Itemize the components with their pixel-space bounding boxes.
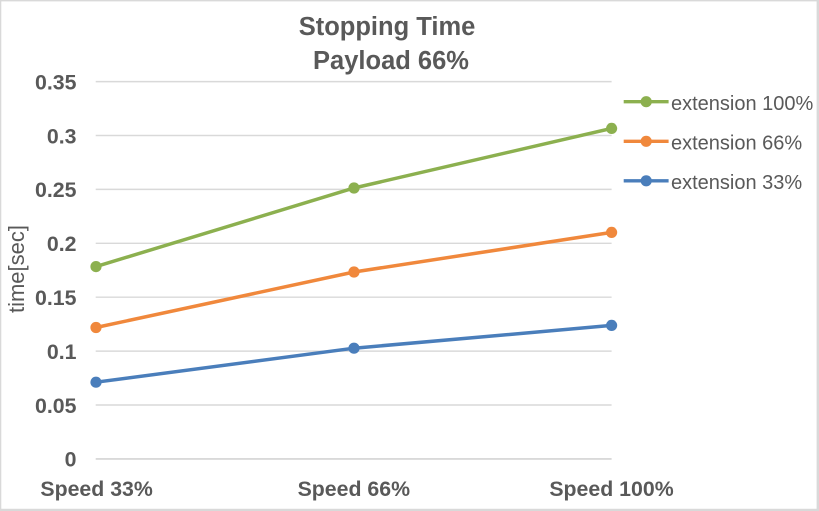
svg-text:0.1: 0.1 <box>47 340 77 364</box>
svg-text:Speed 33%: Speed 33% <box>40 477 153 501</box>
svg-text:Speed 100%: Speed 100% <box>549 477 673 501</box>
svg-text:extension 33%: extension 33% <box>671 172 802 194</box>
svg-text:Payload 66%: Payload 66% <box>313 47 469 75</box>
svg-text:0.3: 0.3 <box>47 124 77 148</box>
svg-text:0.25: 0.25 <box>35 178 77 202</box>
svg-text:0.35: 0.35 <box>35 70 77 94</box>
svg-text:0.15: 0.15 <box>35 286 77 310</box>
svg-text:Stopping Time: Stopping Time <box>299 13 476 41</box>
svg-text:Speed 66%: Speed 66% <box>298 477 411 501</box>
svg-text:extension 100%: extension 100% <box>671 93 814 115</box>
svg-text:time[sec]: time[sec] <box>4 225 29 313</box>
svg-text:0: 0 <box>65 448 77 472</box>
svg-text:0.2: 0.2 <box>47 232 77 256</box>
svg-text:extension 66%: extension 66% <box>671 132 802 154</box>
svg-text:0.05: 0.05 <box>35 394 77 418</box>
